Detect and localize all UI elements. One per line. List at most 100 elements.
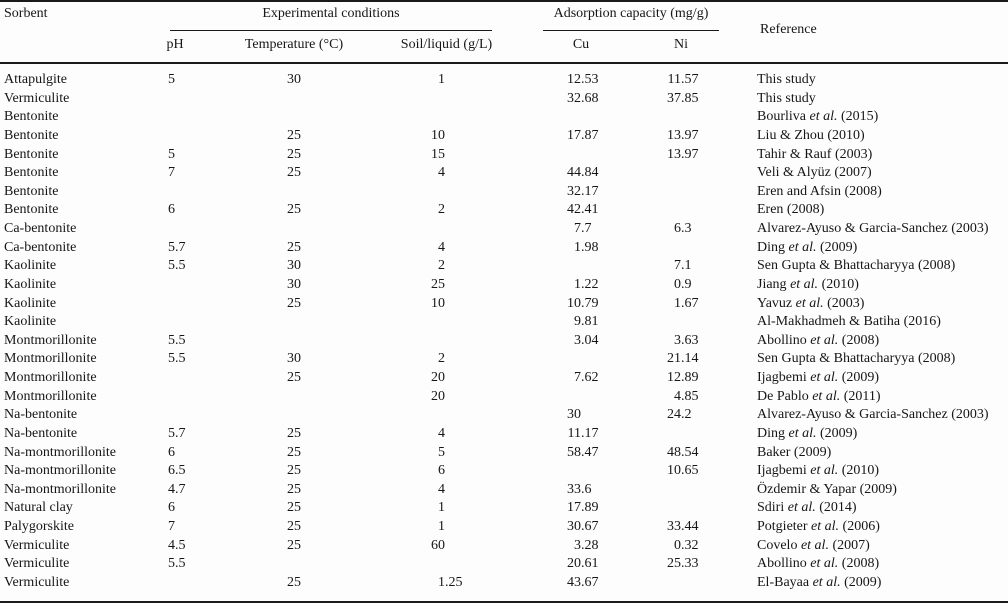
reference-cell: Eren and Afsin (2008) <box>757 183 882 199</box>
reference-cell: Ding et al. (2009) <box>757 239 858 255</box>
ni-capacity-cell <box>645 164 755 183</box>
ni-capacity-cell: 0.32 <box>674 537 699 553</box>
soil-liquid-cell: 60 <box>431 537 445 553</box>
sorbent-cell: Montmorillonite <box>4 388 97 404</box>
table-row: Ca-bentonite 7.7 6.3 Alvarez-Ayuso & Gar… <box>0 220 1008 239</box>
table-row: Natural clay 6 25 1 17.89 Sdiri et al. (… <box>0 499 1008 518</box>
reference-cell: Sen Gupta & Bhattacharyya (2008) <box>757 351 956 367</box>
temperature-cell: 30 <box>287 258 301 274</box>
sorbent-cell: Montmorillonite <box>4 351 97 367</box>
sorbent-cell: Na-montmorillonite <box>4 481 116 497</box>
ni-capacity-cell: 1.67 <box>674 295 699 311</box>
ph-cell: 5 <box>168 146 175 162</box>
soil-liquid-cell: 2 <box>438 202 445 218</box>
temperature-cell: 25 <box>287 370 301 385</box>
temperature-cell: 25 <box>287 574 301 590</box>
table-row: Na-montmorillonite 6 25 5 58.47 48.54 Ba… <box>0 444 1008 463</box>
sorbent-cell: Ca-bentonite <box>4 239 77 255</box>
soil-liquid-cell: 25 <box>431 276 445 292</box>
experimental-conditions-underline <box>170 30 492 31</box>
temperature-cell <box>230 90 358 109</box>
temperature-cell <box>230 555 358 574</box>
sorbent-cell: Na-bentonite <box>4 425 78 441</box>
soil-liquid-cell: 4 <box>438 165 445 181</box>
soil-liquid-cell: 1.25 <box>438 574 463 590</box>
ph-cell <box>160 276 230 295</box>
table-row: Vermiculite 4.5 25 60 3.28 0.32 Covelo e… <box>0 537 1008 556</box>
reference-cell: Baker (2009) <box>757 444 832 460</box>
ni-capacity-cell: 10.65 <box>667 463 699 479</box>
sorbent-cell: Na-montmorillonite <box>4 463 116 479</box>
soil-liquid-cell <box>358 332 515 351</box>
temperature-cell: 25 <box>287 425 301 441</box>
soil-liquid-cell <box>358 90 515 109</box>
cu-capacity-cell: 30 <box>567 407 581 423</box>
cu-capacity-cell: 20.61 <box>567 556 599 572</box>
temperature-cell: 25 <box>287 537 301 553</box>
temperature-cell: 25 <box>287 444 301 460</box>
sorbent-cell: Bentonite <box>4 127 59 143</box>
soil-liquid-cell: 1 <box>438 519 445 534</box>
table-row: Bentonite 6 25 2 42.41 Eren (2008) <box>0 201 1008 220</box>
sorbent-cell: Ca-bentonite <box>4 221 77 236</box>
table-row: Montmorillonite 20 4.85 De Pablo et al. … <box>0 388 1008 407</box>
reference-cell: Sdiri et al. (2014) <box>757 500 857 516</box>
sorbent-cell: Bentonite <box>4 146 59 162</box>
cu-column-header: Cu <box>572 37 590 52</box>
table-row: Palygorskite 7 25 1 30.67 33.44 Potgiete… <box>0 518 1008 537</box>
sorbent-cell: Kaolinite <box>4 295 57 311</box>
reference-cell: Ijagbemi et al. (2010) <box>757 463 880 479</box>
temperature-cell <box>230 388 358 407</box>
soil-liquid-cell: 1 <box>438 72 445 87</box>
ni-capacity-cell <box>645 499 755 518</box>
ph-cell <box>160 406 230 425</box>
table-row: Vermiculite 32.68 37.85 This study <box>0 90 1008 109</box>
sorbent-cell: Bentonite <box>4 165 59 181</box>
cu-capacity-cell <box>515 146 645 165</box>
temperature-cell <box>230 313 358 332</box>
cu-capacity-cell: 30.67 <box>567 519 599 534</box>
table-row: Bentonite 32.17 Eren and Afsin (2008) <box>0 183 1008 202</box>
soil-liquid-cell: 1 <box>438 500 445 516</box>
temperature-cell: 25 <box>287 146 301 162</box>
temperature-cell <box>230 332 358 351</box>
ph-cell <box>160 127 230 146</box>
cu-capacity-cell: 44.84 <box>567 165 599 181</box>
ni-capacity-cell: 11.57 <box>667 72 699 87</box>
sorbent-cell: Kaolinite <box>4 258 57 274</box>
ph-cell <box>160 369 230 388</box>
ph-cell: 5.7 <box>168 425 186 441</box>
ph-cell: 4.5 <box>168 537 186 553</box>
temperature-cell: 30 <box>287 72 301 87</box>
cu-capacity-cell: 32.68 <box>567 90 599 106</box>
ph-cell <box>160 574 230 593</box>
temperature-cell: 25 <box>287 295 301 311</box>
soil-liquid-cell: 2 <box>438 258 445 274</box>
reference-cell: Tahir & Rauf (2003) <box>757 146 873 162</box>
soil-liquid-cell: 5 <box>438 444 445 460</box>
temperature-column-header: Temperature (°C) <box>244 37 344 52</box>
ni-capacity-cell: 13.97 <box>667 146 699 162</box>
reference-cell: Ijagbemi et al. (2009) <box>757 370 880 385</box>
sorbent-cell: Kaolinite <box>4 314 57 330</box>
temperature-cell: 25 <box>287 239 301 255</box>
reference-cell: Al-Makhadmeh & Batiha (2016) <box>757 314 941 330</box>
table-row: Na-bentonite 30 24.2 Alvarez-Ayuso & Gar… <box>0 406 1008 425</box>
table-row: Montmorillonite 25 20 7.62 12.89 Ijagbem… <box>0 369 1008 388</box>
table-row: Ca-bentonite 5.7 25 4 1.98 Ding et al. (… <box>0 239 1008 258</box>
cu-capacity-cell <box>515 108 645 127</box>
sorbent-cell: Bentonite <box>4 202 59 218</box>
table-row: Montmorillonite 5.5 3.04 3.63 Abollino e… <box>0 332 1008 351</box>
ni-capacity-cell <box>645 574 755 593</box>
reference-cell: Yavuz et al. (2003) <box>757 295 865 311</box>
sorbent-cell: Na-bentonite <box>4 407 78 423</box>
temperature-cell <box>230 183 358 202</box>
cu-capacity-cell: 32.17 <box>567 183 599 199</box>
table-row: Kaolinite 5.5 30 2 7.1 Sen Gupta & Bhatt… <box>0 257 1008 276</box>
ni-capacity-cell <box>645 183 755 202</box>
ni-capacity-cell <box>645 239 755 258</box>
reference-cell: Alvarez-Ayuso & Garcia-Sanchez (2003) <box>757 407 989 423</box>
temperature-cell: 25 <box>287 202 301 218</box>
table-row: Kaolinite 30 25 1.22 0.9 Jiang et al. (2… <box>0 276 1008 295</box>
